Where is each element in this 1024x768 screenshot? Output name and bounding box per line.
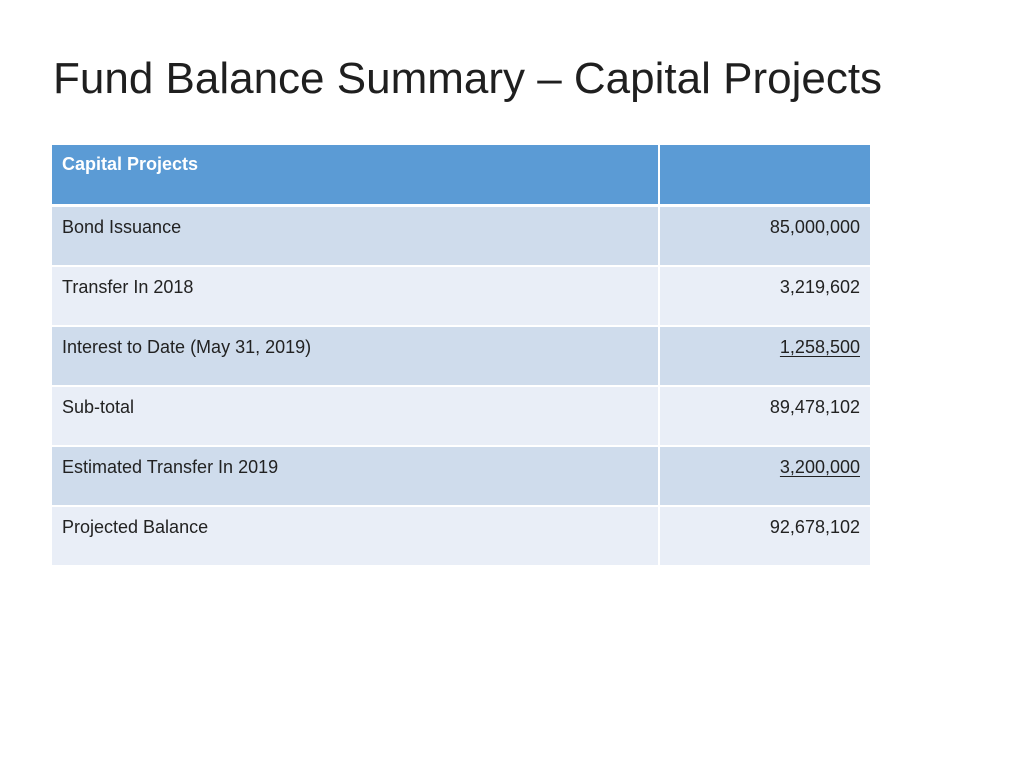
fund-balance-table: Capital Projects Bond Issuance 85,000,00… [52,145,870,567]
header-amount-cell [658,145,870,207]
table-row: Projected Balance 92,678,102 [52,506,870,567]
table-row: Transfer In 2018 3,219,602 [52,266,870,327]
row-label: Sub-total [52,386,660,447]
amount-value: 85,000,000 [769,217,860,237]
row-label: Projected Balance [52,506,660,567]
row-label: Transfer In 2018 [52,266,660,327]
amount-value: 92,678,102 [769,517,860,537]
amount-value: 3,200,000 [779,457,860,477]
row-amount: 1,258,500 [658,326,870,387]
table-row: Sub-total 89,478,102 [52,386,870,447]
row-label: Bond Issuance [52,205,660,267]
table-row: Interest to Date (May 31, 2019) 1,258,50… [52,326,870,387]
row-amount: 92,678,102 [658,506,870,567]
header-label-cell: Capital Projects [52,145,660,207]
amount-value: 89,478,102 [769,397,860,417]
row-amount: 85,000,000 [658,205,870,267]
slide-title: Fund Balance Summary – Capital Projects [53,54,883,103]
row-amount: 89,478,102 [658,386,870,447]
table-header-row: Capital Projects [52,145,870,207]
row-label: Estimated Transfer In 2019 [52,446,660,507]
row-amount: 3,219,602 [658,266,870,327]
row-label: Interest to Date (May 31, 2019) [52,326,660,387]
amount-value: 1,258,500 [779,337,860,357]
table-row: Estimated Transfer In 2019 3,200,000 [52,446,870,507]
table-row: Bond Issuance 85,000,000 [52,205,870,267]
amount-value: 3,219,602 [779,277,860,297]
row-amount: 3,200,000 [658,446,870,507]
